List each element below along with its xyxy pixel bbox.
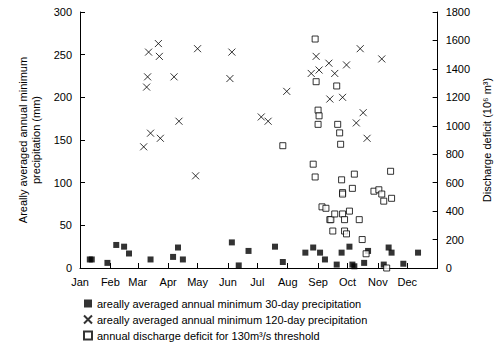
svg-text:150: 150	[54, 134, 72, 146]
svg-text:Oct: Oct	[339, 276, 356, 288]
svg-text:1200: 1200	[446, 91, 470, 103]
svg-text:areally averaged annual minimu: areally averaged annual minimum 120-day …	[97, 314, 367, 326]
svg-text:Mar: Mar	[128, 276, 147, 288]
svg-text:Jul: Jul	[250, 276, 264, 288]
svg-text:300: 300	[54, 6, 72, 18]
svg-text:Aug: Aug	[278, 276, 298, 288]
svg-text:Dec: Dec	[397, 276, 417, 288]
svg-text:May: May	[187, 276, 208, 288]
svg-text:Sep: Sep	[308, 276, 328, 288]
svg-text:areally averaged annual minimu: areally averaged annual minimum 30-day p…	[97, 298, 361, 310]
svg-text:annual discharge deficit for 1: annual discharge deficit for 130m³/s thr…	[97, 330, 320, 342]
svg-text:Feb: Feb	[101, 276, 120, 288]
svg-text:precipitation (mm): precipitation (mm)	[30, 96, 42, 184]
svg-text:1600: 1600	[446, 34, 470, 46]
svg-text:100: 100	[54, 177, 72, 189]
svg-text:200: 200	[446, 234, 464, 246]
svg-text:50: 50	[60, 219, 72, 231]
svg-text:1800: 1800	[446, 6, 470, 18]
svg-text:Jun: Jun	[219, 276, 237, 288]
svg-text:250: 250	[54, 49, 72, 61]
svg-text:200: 200	[54, 91, 72, 103]
svg-text:800: 800	[446, 148, 464, 160]
svg-text:0: 0	[446, 262, 452, 274]
svg-text:600: 600	[446, 177, 464, 189]
svg-text:Apr: Apr	[160, 276, 177, 288]
svg-text:Discharge deficit (10⁶ m³): Discharge deficit (10⁶ m³)	[481, 78, 493, 202]
svg-text:Jan: Jan	[71, 276, 89, 288]
svg-text:Areally averaged annual minimu: Areally averaged annual minimum	[17, 57, 29, 223]
svg-text:400: 400	[446, 205, 464, 217]
svg-text:0: 0	[66, 262, 72, 274]
svg-text:Nov: Nov	[368, 276, 388, 288]
svg-text:1000: 1000	[446, 120, 470, 132]
svg-text:1400: 1400	[446, 63, 470, 75]
